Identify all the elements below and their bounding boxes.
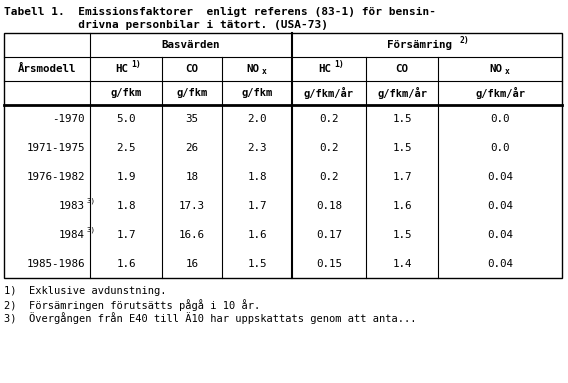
Bar [4, 33, 562, 278]
Text: CO: CO [395, 64, 408, 74]
Text: 1): 1) [131, 59, 141, 69]
Text: g/fkm/år: g/fkm/år [304, 87, 354, 99]
Text: 1.7: 1.7 [116, 230, 136, 240]
Text: 1)  Exklusive avdunstning.: 1) Exklusive avdunstning. [4, 286, 166, 296]
Text: 0.2: 0.2 [319, 172, 339, 182]
Text: NO: NO [247, 64, 260, 74]
Text: 0.04: 0.04 [487, 230, 513, 240]
Text: 0.04: 0.04 [487, 172, 513, 182]
Text: 1.8: 1.8 [116, 201, 136, 211]
Text: HC: HC [319, 64, 332, 74]
Text: 0.18: 0.18 [316, 201, 342, 211]
Text: 0.2: 0.2 [319, 115, 339, 124]
Text: 2)  Försämringen förutsätts pågå i 10 år.: 2) Försämringen förutsätts pågå i 10 år. [4, 299, 260, 311]
Text: 1.6: 1.6 [247, 230, 267, 240]
Text: 1.5: 1.5 [392, 143, 412, 153]
Text: 16: 16 [186, 259, 198, 268]
Text: 1.7: 1.7 [247, 201, 267, 211]
Text: 0.15: 0.15 [316, 259, 342, 268]
Text: x: x [505, 67, 510, 77]
Text: 0.2: 0.2 [319, 143, 339, 153]
Text: Årsmodell: Årsmodell [18, 64, 76, 74]
Text: Tabell 1.  Emissionsfaktorer  enligt referens (83-1) för bensin-: Tabell 1. Emissionsfaktorer enligt refer… [4, 7, 436, 17]
Text: 26: 26 [186, 143, 198, 153]
Text: 2.5: 2.5 [116, 143, 136, 153]
Text: g/fkm/år: g/fkm/år [377, 87, 427, 99]
Text: 1.6: 1.6 [392, 201, 412, 211]
Text: 0.17: 0.17 [316, 230, 342, 240]
Text: CO: CO [186, 64, 198, 74]
Text: x: x [262, 67, 267, 77]
Text: 1971-1975: 1971-1975 [27, 143, 85, 153]
Text: 1): 1) [334, 59, 344, 69]
Text: drivna personbilar i tätort. (USA-73): drivna personbilar i tätort. (USA-73) [4, 20, 328, 30]
Text: 0.0: 0.0 [490, 143, 509, 153]
Text: 18: 18 [186, 172, 198, 182]
Text: 16.6: 16.6 [179, 230, 205, 240]
Text: g/fkm: g/fkm [177, 88, 208, 98]
Text: 1.5: 1.5 [392, 230, 412, 240]
Text: 1985-1986: 1985-1986 [27, 259, 85, 268]
Text: 3): 3) [87, 198, 96, 204]
Text: 1.6: 1.6 [116, 259, 136, 268]
Text: 0.04: 0.04 [487, 201, 513, 211]
Text: 0.04: 0.04 [487, 259, 513, 268]
Text: 2.0: 2.0 [247, 115, 267, 124]
Text: 35: 35 [186, 115, 198, 124]
Text: g/fkm: g/fkm [241, 88, 273, 98]
Text: 1.8: 1.8 [247, 172, 267, 182]
Text: 17.3: 17.3 [179, 201, 205, 211]
Text: HC: HC [115, 64, 128, 74]
Text: 1.9: 1.9 [116, 172, 136, 182]
Text: 1976-1982: 1976-1982 [27, 172, 85, 182]
Text: 1984: 1984 [59, 230, 85, 240]
Text: -1970: -1970 [52, 115, 85, 124]
Text: g/fkm/år: g/fkm/år [475, 87, 525, 99]
Text: 3)  Övergången från E40 till Ä10 har uppskattats genom att anta...: 3) Övergången från E40 till Ä10 har upps… [4, 312, 416, 324]
Text: Försämring: Försämring [386, 40, 452, 50]
Text: 1.7: 1.7 [392, 172, 412, 182]
Text: 0.0: 0.0 [490, 115, 509, 124]
Text: 1.5: 1.5 [247, 259, 267, 268]
Text: 2): 2) [459, 36, 469, 44]
Text: NO: NO [490, 64, 503, 74]
Text: 3): 3) [87, 226, 96, 233]
Text: 5.0: 5.0 [116, 115, 136, 124]
Text: 1.4: 1.4 [392, 259, 412, 268]
Text: g/fkm: g/fkm [110, 88, 141, 98]
Text: 1983: 1983 [59, 201, 85, 211]
Text: 2.3: 2.3 [247, 143, 267, 153]
Text: Basvärden: Basvärden [162, 40, 220, 50]
Text: 1.5: 1.5 [392, 115, 412, 124]
